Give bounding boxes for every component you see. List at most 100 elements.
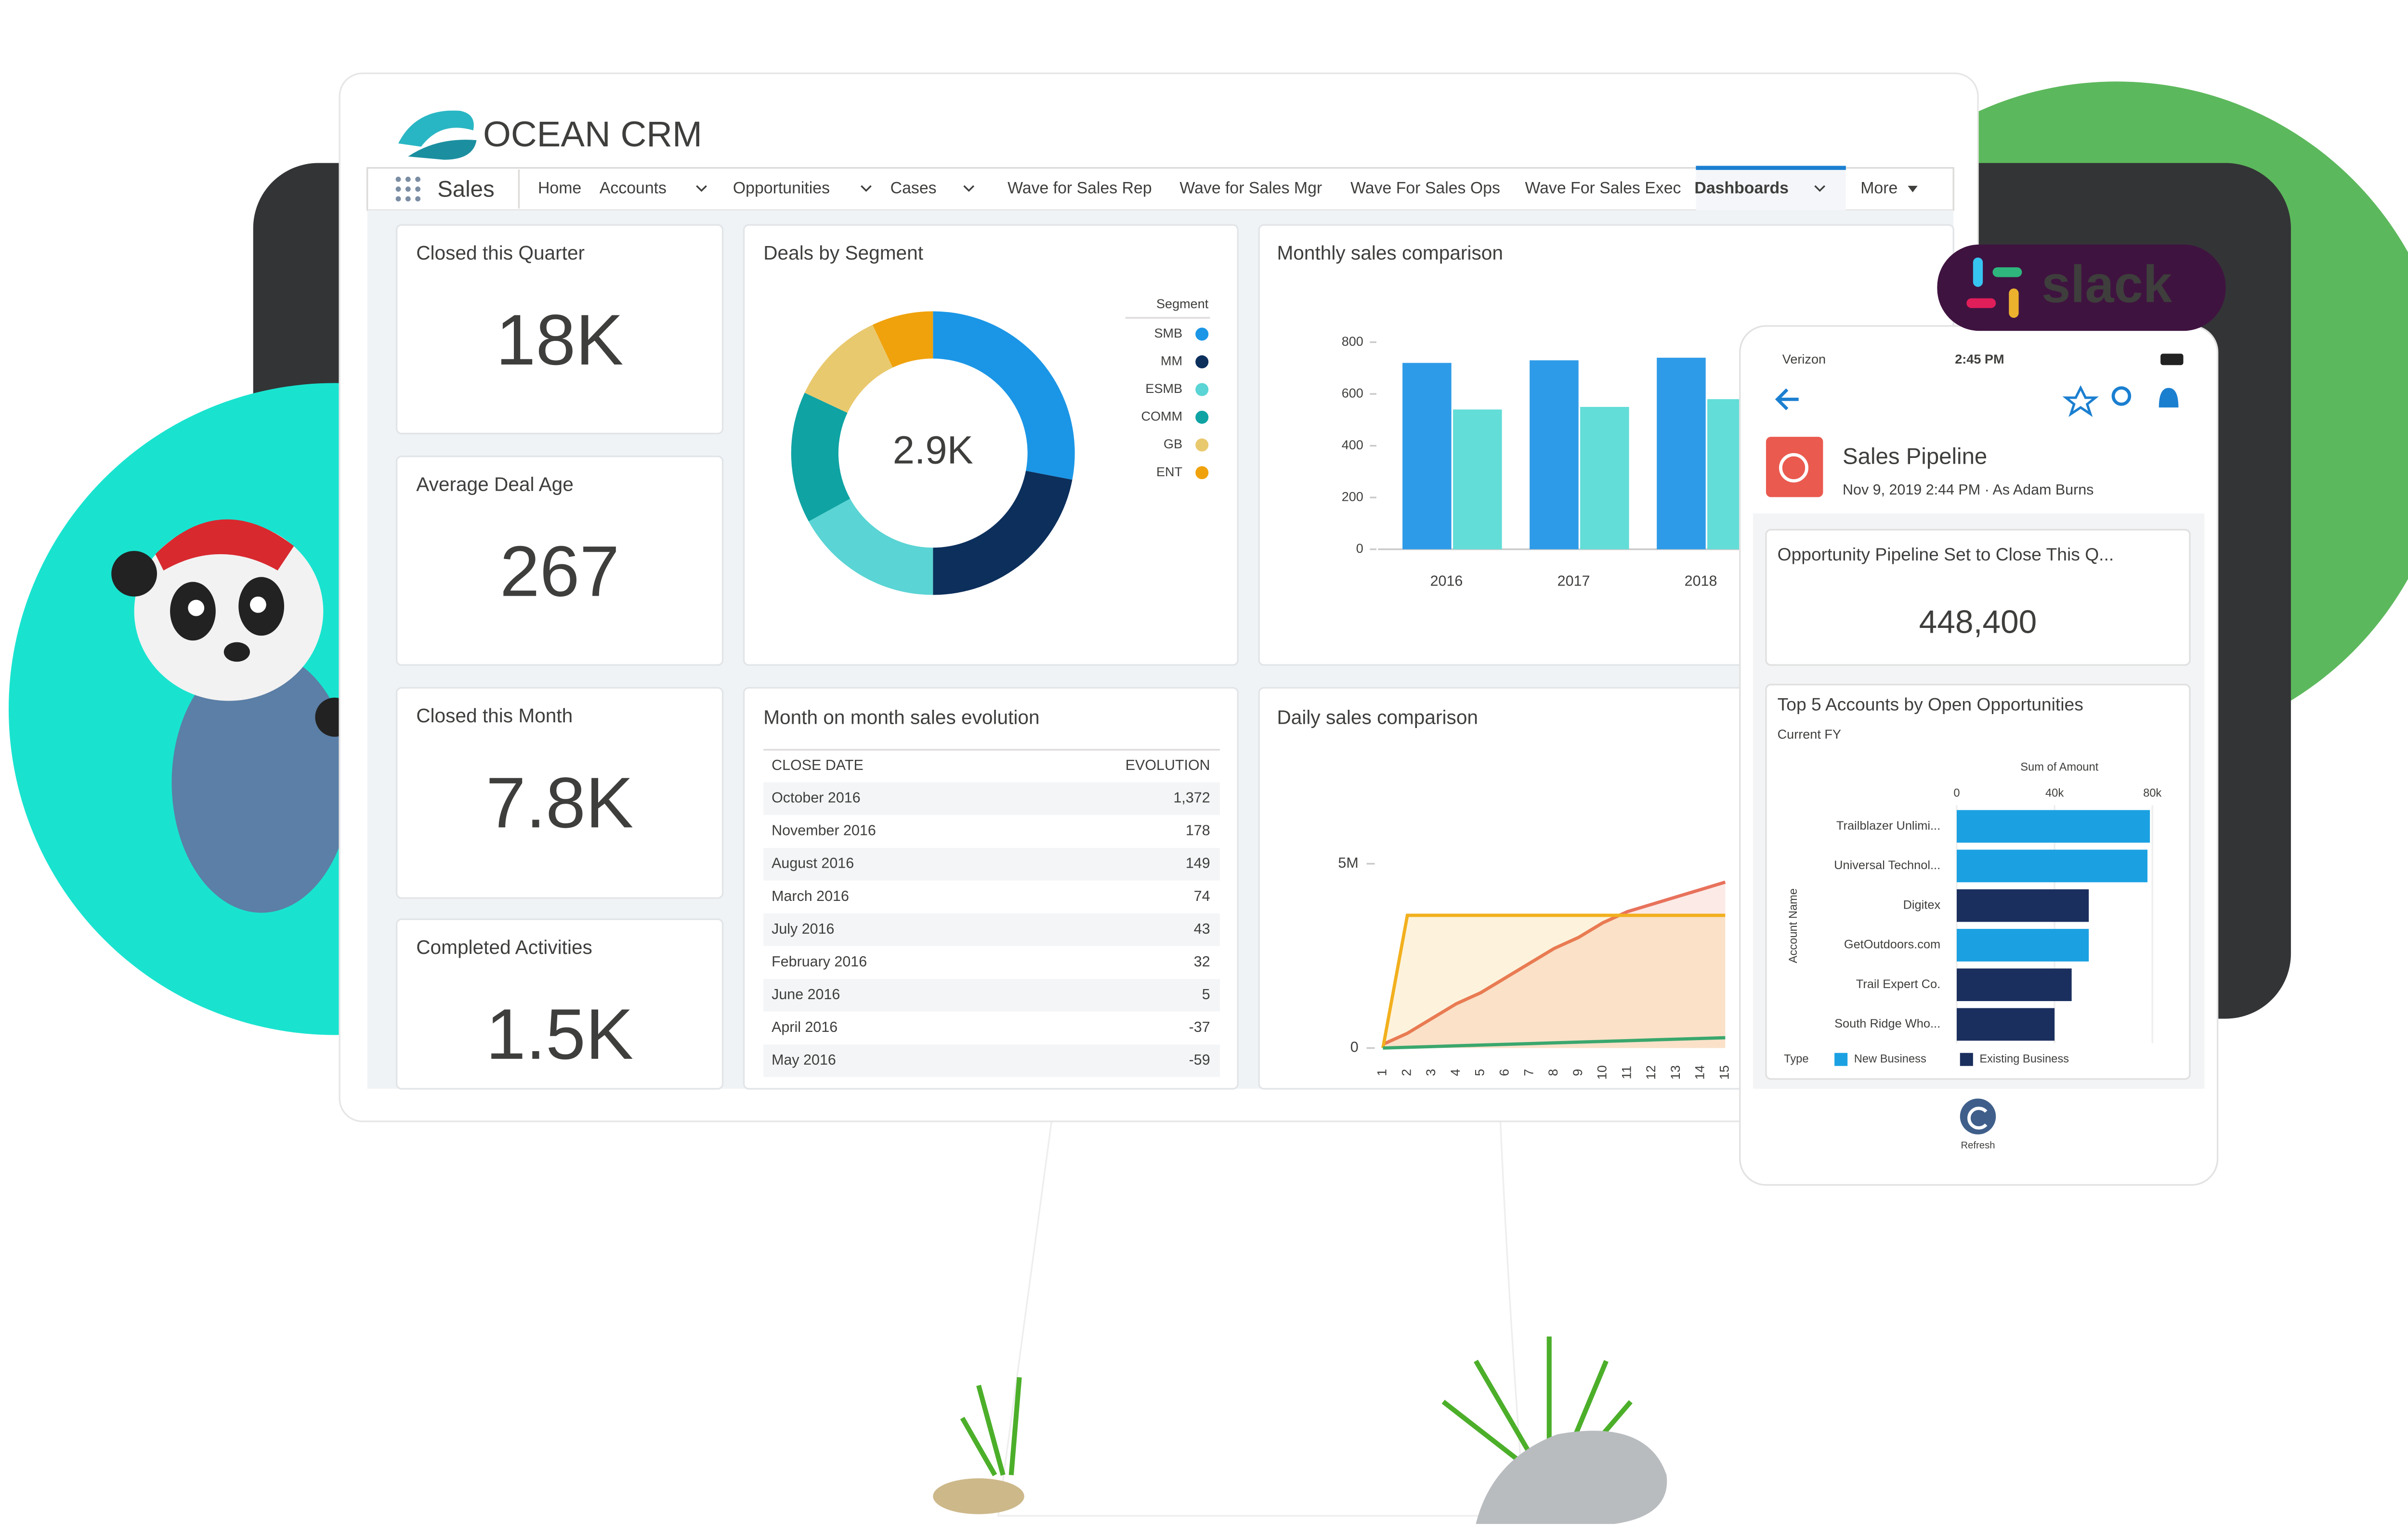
kpi-label: Closed this Quarter (416, 242, 585, 264)
slack-logo (1992, 267, 2022, 277)
kpi-value: 267 (500, 531, 619, 612)
nav-item[interactable]: Cases (890, 179, 937, 197)
nav-chevron (696, 185, 707, 192)
record-title: Sales Pipeline (1843, 444, 1987, 469)
table-header: CLOSE DATE (772, 757, 864, 773)
mascot (111, 519, 354, 913)
nav-item[interactable]: Dashboards (1694, 179, 1789, 197)
brand-logo (398, 110, 474, 147)
table-cell: July 2016 (772, 921, 834, 937)
kpi-value: 7.8K (486, 762, 633, 843)
back-button[interactable] (1775, 388, 1799, 411)
table-cell: February 2016 (772, 953, 867, 970)
y-tick-label: 600 (1342, 385, 1363, 400)
brand-logo-wave (408, 140, 477, 160)
app-header (367, 98, 1954, 168)
kpi-value: 1.5K (486, 994, 633, 1074)
card (395, 456, 724, 666)
y-tick-label: GetOutdoors.com (1844, 938, 1940, 951)
donut-segment (933, 470, 1073, 595)
nav-item[interactable]: More (1860, 179, 1898, 197)
slack-logo (1973, 257, 1983, 287)
chart-title: Monthly sales comparison (1277, 242, 1503, 264)
legend-swatch (1195, 355, 1209, 368)
nav-item[interactable]: Wave For Sales Ops (1350, 179, 1500, 197)
x-tick-label: 6 (1497, 1069, 1512, 1076)
x-tick-label: 7 (1521, 1069, 1536, 1076)
bar (1956, 810, 2150, 843)
nav-item[interactable]: Opportunities (733, 179, 830, 197)
table-row-bg (763, 978, 1220, 1012)
legend-title: Segment (1156, 296, 1209, 311)
legend-label: SMB (1154, 326, 1182, 340)
phone-chart: Top 5 Accounts by Open Opportunities Curr… (1778, 694, 2161, 1066)
x-axis-label: Sum of Amount (2020, 761, 2098, 774)
legend-swatch (1195, 383, 1209, 396)
kpi-label: Closed this Month (416, 704, 573, 727)
nav-caret (1908, 185, 1918, 193)
nav-chevron (963, 185, 975, 192)
x-tick-label: 3 (1423, 1069, 1438, 1076)
table-cell: May 2016 (772, 1052, 836, 1068)
nav-item[interactable]: Wave for Sales Rep (1008, 179, 1152, 197)
line-series (1381, 913, 1726, 1049)
kpi-label: Completed Activities (416, 936, 592, 958)
notifications-button[interactable] (2159, 388, 2179, 408)
x-tick-label: 2016 (1430, 573, 1463, 589)
donut-segment (791, 392, 851, 521)
record-icon (1766, 437, 1823, 497)
table-row-bg (763, 1044, 1220, 1077)
x-tick-label: 14 (1692, 1065, 1707, 1080)
legend-swatch (1195, 438, 1209, 452)
x-tick-label: 15 (1716, 1065, 1731, 1080)
line-series (1383, 1036, 1726, 1050)
bar (1530, 360, 1579, 549)
status-time: 2:45 PM (1955, 352, 2004, 366)
donut-segment (872, 311, 933, 368)
table-cell: June 2016 (772, 986, 840, 1003)
table-cell: 32 (1194, 953, 1210, 970)
dashboard-content: Month on month sales evolution CLOSE DATE… (763, 242, 1778, 1080)
chart-title: Daily sales comparison (1277, 706, 1478, 728)
record-meta: Nov 9, 2019 2:44 PM · As Adam Burns (1843, 482, 2094, 498)
card (395, 224, 724, 435)
app-name: Sales (437, 177, 495, 202)
nav-bar (366, 167, 1954, 211)
y-axis-label: Account Name (1787, 888, 1800, 963)
refresh-glyph (1967, 1107, 1988, 1130)
card (395, 687, 724, 899)
legend-label: New Business (1854, 1053, 1926, 1065)
carrier: Verizon (1782, 352, 1826, 366)
bar (1453, 409, 1502, 549)
nav-item[interactable]: Wave For Sales Exec (1525, 179, 1681, 197)
x-tick-label: 80k (2143, 787, 2161, 800)
metric-label: Opportunity Pipeline Set to Close This Q… (1778, 544, 2114, 564)
legend-label: GB (1164, 436, 1182, 451)
donut-segment (933, 311, 1075, 480)
chart-title: Deals by Segment (763, 242, 923, 264)
nav-item[interactable]: Accounts (600, 179, 667, 197)
x-tick-label: 4 (1448, 1069, 1463, 1076)
legend-label: COMM (1141, 409, 1182, 424)
table-title: Month on month sales evolution (763, 706, 1039, 728)
table-cell: August 2016 (772, 855, 854, 872)
nav-chevron (1814, 185, 1826, 192)
y-tick-label: 0 (1350, 1039, 1359, 1055)
table-cell: October 2016 (772, 790, 861, 806)
monitor-stand (997, 1117, 1526, 1517)
bar (1956, 929, 2089, 962)
badge-text: slack (2042, 255, 2172, 313)
search-button[interactable] (2111, 386, 2132, 406)
favorite-button[interactable] (2062, 385, 2099, 417)
table-header: EVOLUTION (1125, 757, 1210, 773)
x-tick-label: 2017 (1557, 573, 1590, 589)
nav-item[interactable]: Home (538, 179, 581, 197)
metric-card (1765, 529, 2191, 666)
nav-item[interactable]: Wave for Sales Mgr (1179, 179, 1322, 197)
phone-topbar (1753, 339, 2205, 424)
bar (1657, 357, 1706, 549)
app-launcher[interactable] (395, 176, 421, 202)
legend-swatch (1195, 411, 1209, 424)
area-fill (1383, 915, 1726, 1048)
donut-segment (804, 325, 893, 413)
